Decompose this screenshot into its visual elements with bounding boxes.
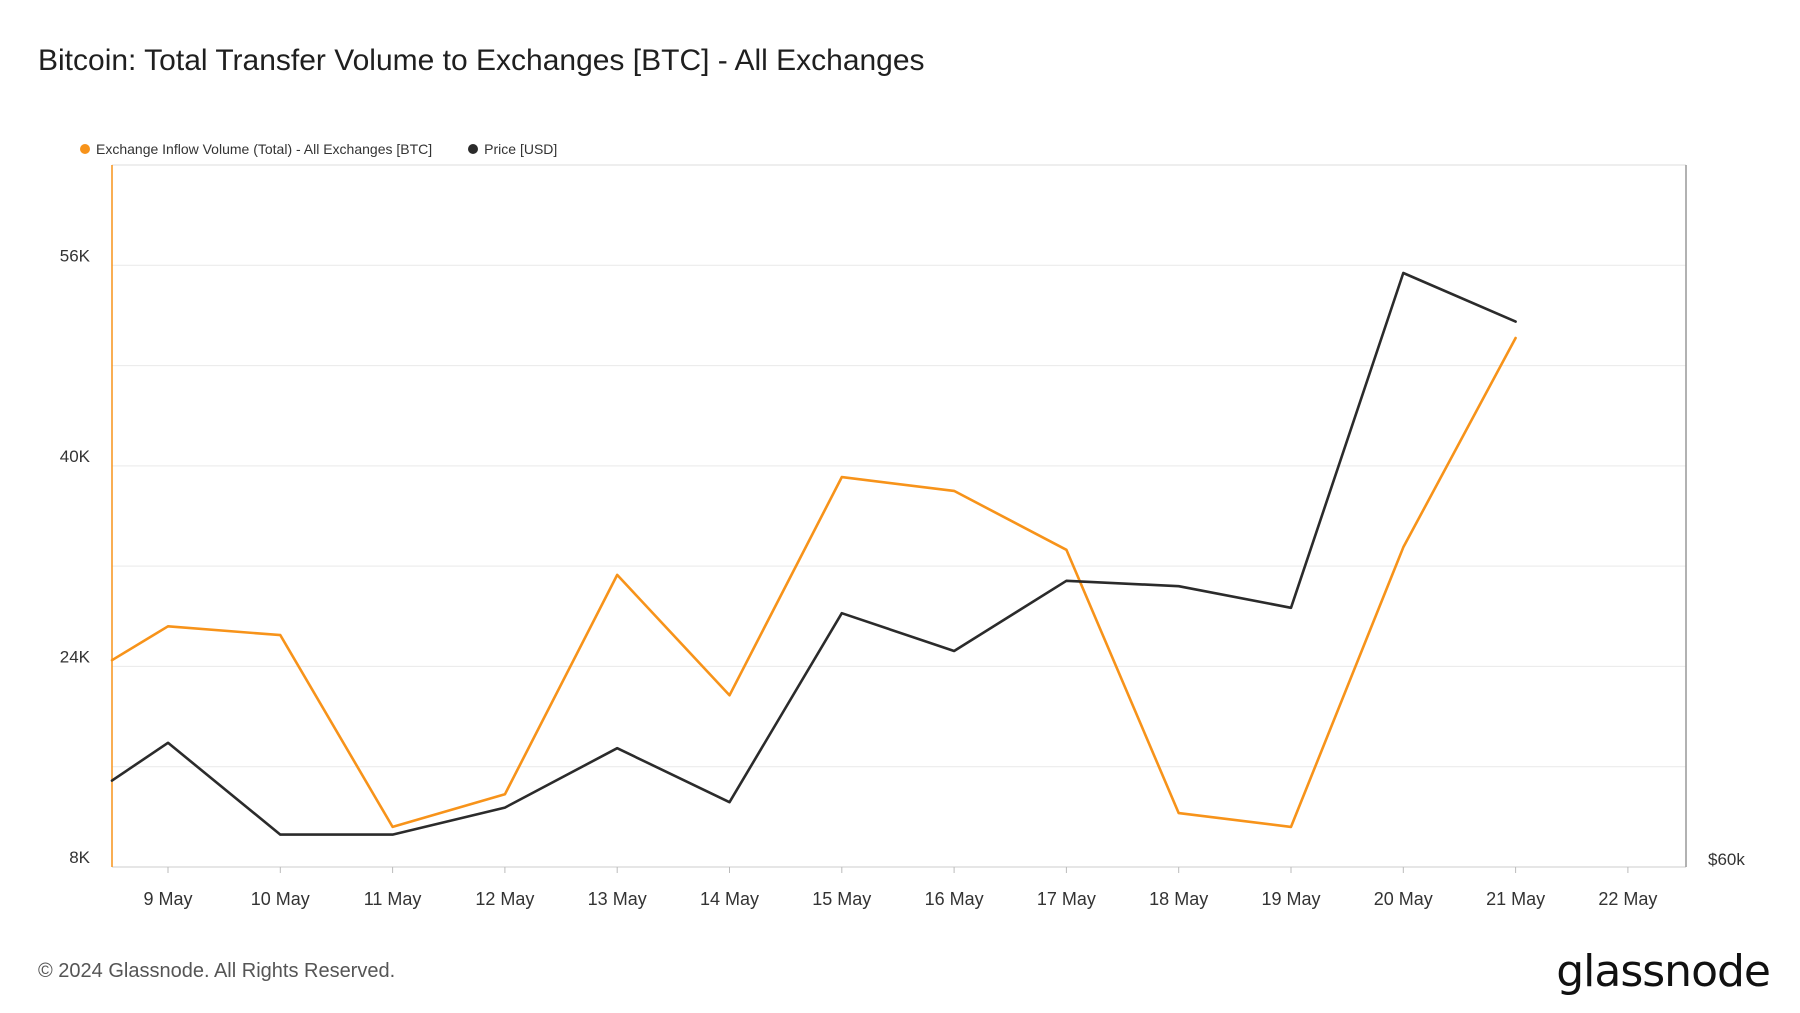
y-left-tick-label: 40K <box>60 447 91 466</box>
x-tick-label: 17 May <box>1037 889 1096 909</box>
x-tick-label: 22 May <box>1598 889 1657 909</box>
x-tick-label: 11 May <box>364 889 422 909</box>
chart-title: Bitcoin: Total Transfer Volume to Exchan… <box>38 44 925 77</box>
y-left-tick-label: 24K <box>60 647 91 666</box>
legend-label-price: Price [USD] <box>484 141 558 157</box>
grid-lines <box>112 164 1686 868</box>
x-tick-label: 20 May <box>1374 889 1433 909</box>
x-tick-label: 19 May <box>1261 889 1320 909</box>
series-line-price <box>110 271 1517 836</box>
x-tick-label: 10 May <box>251 889 310 909</box>
glassnode-logo: glassnode <box>1556 946 1771 997</box>
x-tick-label: 21 May <box>1486 889 1545 909</box>
legend-item-inflow[interactable]: Exchange Inflow Volume (Total) - All Exc… <box>80 141 432 157</box>
copyright-text: © 2024 Glassnode. All Rights Reserved. <box>38 960 396 982</box>
series-line-inflow <box>110 336 1517 829</box>
series-lines <box>110 271 1517 836</box>
legend: Exchange Inflow Volume (Total) - All Exc… <box>80 141 557 157</box>
tick-labels: 9 May 10 May 11 May 12 May 13 May 14 May 15 Ma… <box>60 246 1746 909</box>
y-left-tick-label: 56K <box>60 246 91 265</box>
axes <box>111 164 1687 873</box>
x-tick-label: 16 May <box>925 889 984 909</box>
legend-dot-price <box>468 144 479 154</box>
x-tick-label: 15 May <box>812 889 871 909</box>
y-right-tick-label: $60k <box>1708 850 1745 869</box>
x-tick-label: 9 May <box>143 889 192 909</box>
x-tick-label: 14 May <box>700 889 759 909</box>
x-tick-label: 12 May <box>475 889 534 909</box>
legend-label-inflow: Exchange Inflow Volume (Total) - All Exc… <box>96 141 433 157</box>
x-tick-label: 13 May <box>588 889 647 909</box>
y-left-tick-label: 8K <box>69 848 90 867</box>
legend-item-price[interactable]: Price [USD] <box>468 141 557 157</box>
legend-dot-inflow <box>80 144 90 154</box>
x-tick-label: 18 May <box>1149 889 1208 909</box>
